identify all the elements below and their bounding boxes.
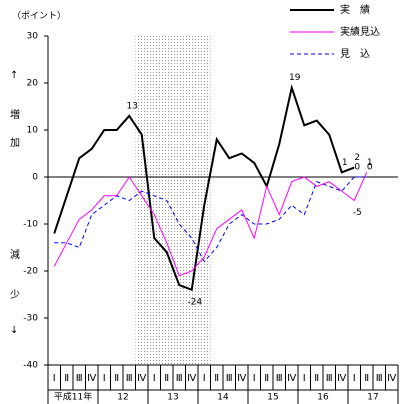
axis-annotation: 減 (10, 248, 20, 261)
axis-annotation: 少 (10, 289, 20, 301)
x-tick-label: Ⅰ (53, 373, 56, 384)
y-unit: （ポイント） (12, 11, 66, 22)
data-label: 2 (354, 153, 360, 163)
legend-label: 実 績 (340, 3, 370, 16)
y-tick-label: 20 (27, 79, 39, 89)
series-line (53, 83, 355, 292)
x-tick-label: Ⅱ (364, 373, 369, 384)
x-tick-label: Ⅱ (64, 373, 69, 384)
legend-label: 実績見込 (340, 25, 380, 38)
y-tick-label: -40 (23, 361, 38, 371)
x-tick-label: Ⅲ (276, 373, 283, 384)
x-tick-label: Ⅰ (303, 373, 306, 384)
data-label: 0 (367, 163, 373, 173)
y-tick-label: 10 (27, 126, 39, 136)
axis-annotation: ↑ (10, 70, 18, 81)
x-tick-label: Ⅳ (87, 373, 97, 384)
x-tick-label: Ⅰ (253, 373, 256, 384)
data-label: 13 (127, 101, 138, 111)
data-label: -24 (187, 297, 202, 307)
year-label: 16 (317, 393, 329, 403)
data-label: 0 (354, 163, 360, 173)
x-tick-label: Ⅱ (214, 373, 219, 384)
data-label: 1 (342, 158, 348, 168)
x-tick-label: Ⅳ (387, 373, 397, 384)
x-tick-label: Ⅲ (226, 373, 233, 384)
x-tick-label: Ⅳ (137, 373, 147, 384)
year-label: 17 (367, 393, 378, 403)
year-label: 15 (267, 393, 278, 403)
data-label: 19 (289, 73, 301, 83)
y-tick-label: 30 (27, 32, 39, 42)
year-label: 平成11年 (54, 391, 92, 403)
y-tick-label: -20 (23, 267, 38, 277)
x-tick-label: Ⅳ (337, 373, 347, 384)
year-label: 12 (117, 393, 128, 403)
y-tick-label: -10 (23, 220, 38, 230)
x-tick-label: Ⅱ (264, 373, 269, 384)
x-tick-label: Ⅲ (326, 373, 333, 384)
data-label: 1 (367, 158, 373, 168)
x-tick-label: Ⅱ (164, 373, 169, 384)
series-line (54, 176, 367, 263)
x-tick-label: Ⅲ (76, 373, 83, 384)
y-tick-label: 0 (32, 173, 38, 183)
x-tick-label: Ⅳ (287, 373, 297, 384)
x-tick-label: Ⅲ (176, 373, 183, 384)
x-tick-label: Ⅰ (203, 373, 206, 384)
shaded-period (135, 36, 211, 365)
year-label: 13 (167, 393, 178, 403)
x-tick-label: Ⅱ (314, 373, 319, 384)
series-line (53, 172, 368, 277)
x-tick-label: Ⅳ (187, 373, 197, 384)
data-label: -5 (353, 208, 362, 218)
legend-label: 見 込 (340, 48, 370, 60)
axis-annotation: 加 (10, 137, 20, 149)
x-tick-label: Ⅲ (376, 373, 383, 384)
x-tick-label: Ⅳ (237, 373, 247, 384)
x-tick-label: Ⅱ (114, 373, 119, 384)
year-label: 14 (217, 393, 229, 403)
y-tick-label: -30 (23, 314, 38, 324)
x-tick-label: Ⅲ (126, 373, 133, 384)
axis-annotation: ↓ (10, 325, 18, 336)
x-tick-label: Ⅰ (353, 373, 356, 384)
x-tick-label: Ⅰ (153, 373, 156, 384)
axis-annotation: 増 (10, 108, 20, 121)
x-tick-label: Ⅰ (103, 373, 106, 384)
